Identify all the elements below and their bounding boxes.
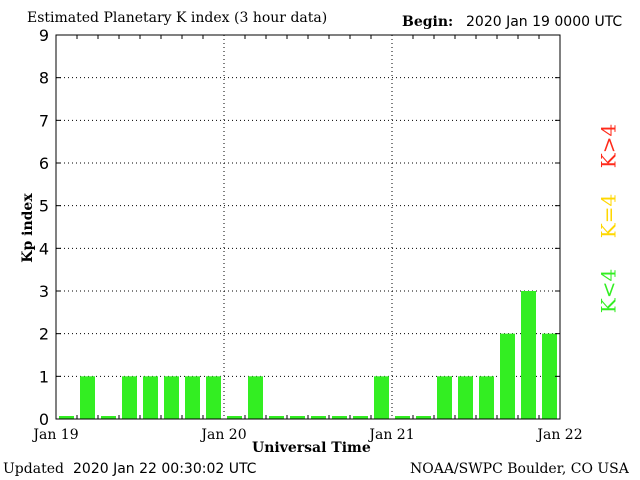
- y-tick-label: 7: [39, 111, 49, 130]
- kp-bar: [269, 416, 284, 419]
- y-tick-label: 9: [39, 26, 49, 45]
- x-tick-label: Jan 19: [31, 427, 78, 443]
- kp-bar: [521, 291, 536, 419]
- kp-bar: [143, 376, 158, 419]
- kp-bar: [227, 416, 242, 419]
- y-tick-label: 1: [39, 367, 49, 386]
- x-tick-label: Jan 21: [367, 427, 414, 443]
- kp-bar: [248, 376, 263, 419]
- kp-bar: [395, 416, 410, 419]
- kp-bar: [311, 416, 326, 419]
- legend-label: K>4: [597, 124, 621, 168]
- kp-bar: [101, 416, 116, 419]
- y-tick-label: 6: [39, 154, 49, 173]
- kp-bar: [164, 376, 179, 419]
- kp-bar: [416, 416, 431, 419]
- legend-label: K<4: [597, 269, 621, 313]
- y-tick-label: 2: [39, 325, 49, 344]
- credit-text: NOAA/SWPC Boulder, CO USA: [410, 461, 629, 477]
- begin-label: Begin:: [402, 14, 454, 30]
- kp-bar: [80, 376, 95, 419]
- x-axis-label: Universal Time: [252, 440, 371, 456]
- x-tick-label: Jan 20: [199, 427, 246, 443]
- kp-bar: [437, 376, 452, 419]
- kp-bar: [542, 333, 557, 419]
- kp-bar: [458, 376, 473, 419]
- y-tick-label: 0: [39, 410, 49, 429]
- kp-bar: [500, 333, 515, 419]
- updated-label: Updated: [3, 461, 64, 477]
- kp-bar: [353, 416, 368, 419]
- kp-bar: [206, 376, 221, 419]
- kp-bar: [122, 376, 137, 419]
- y-tick-label: 8: [39, 69, 49, 88]
- kp-bar: [290, 416, 305, 419]
- y-tick-label: 3: [39, 282, 49, 301]
- y-axis-label: Kp index: [20, 193, 36, 263]
- kp-bar: [185, 376, 200, 419]
- chart-title: Estimated Planetary K index (3 hour data…: [27, 10, 328, 26]
- kp-bar: [59, 416, 74, 419]
- begin-value: 2020 Jan 19 0000 UTC: [466, 14, 623, 30]
- plot-frame: [55, 34, 561, 420]
- kp-bar: [332, 416, 347, 419]
- kp-bar: [374, 376, 389, 419]
- legend-label: K=4: [597, 194, 621, 238]
- y-tick-label: 5: [39, 197, 49, 216]
- x-tick-label: Jan 22: [535, 427, 582, 443]
- updated-value: 2020 Jan 22 00:30:02 UTC: [73, 461, 257, 477]
- kp-bar: [479, 376, 494, 419]
- y-tick-label: 4: [39, 239, 49, 258]
